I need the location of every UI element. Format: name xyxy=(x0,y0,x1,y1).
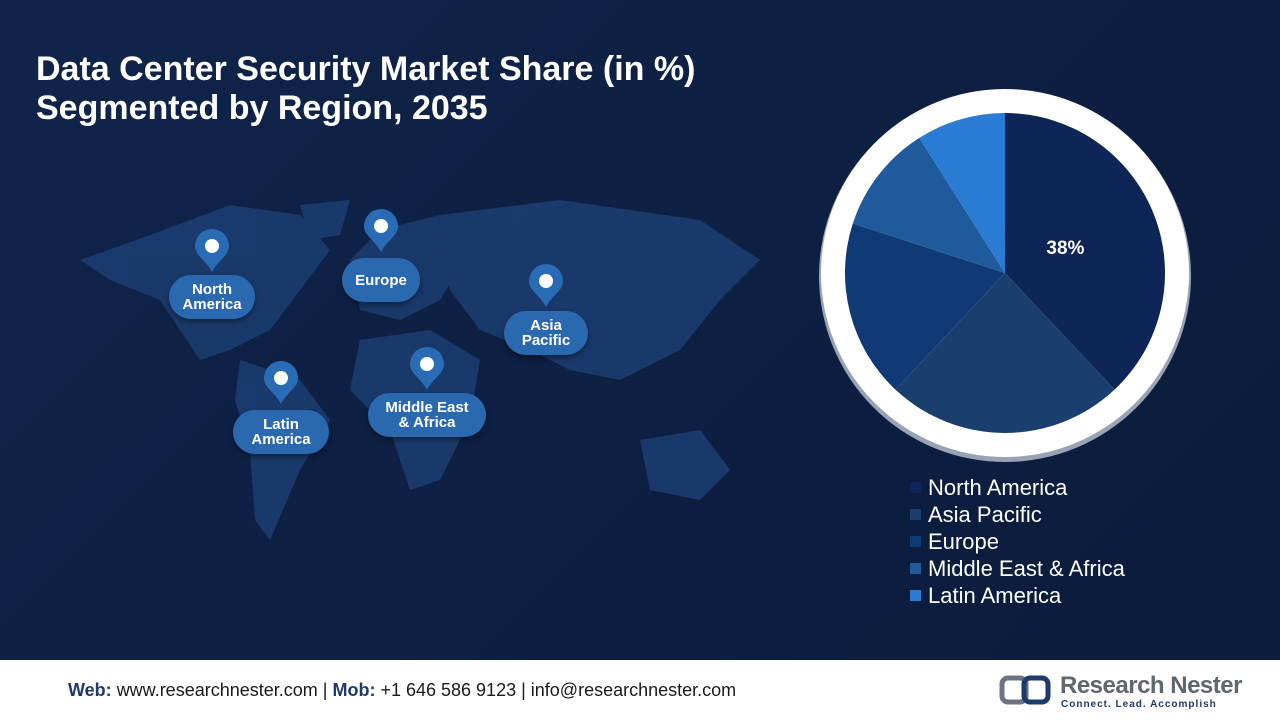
pie-slice xyxy=(845,223,1005,390)
legend-item: Middle East & Africa xyxy=(910,555,1125,582)
mob: +1 646 586 9123 xyxy=(380,680,517,700)
legend-label: Middle East & Africa xyxy=(928,555,1125,581)
map-pin-dot xyxy=(539,274,553,288)
legend-item: Asia Pacific xyxy=(910,501,1125,528)
mob-label: Mob: xyxy=(332,680,376,700)
map-pin-dot xyxy=(420,357,434,371)
email: info@researchnester.com xyxy=(530,680,737,700)
legend-item: Europe xyxy=(910,528,1125,555)
legend-label: North America xyxy=(928,474,1068,500)
pie-slice xyxy=(852,137,1005,273)
pie-slice xyxy=(895,273,1115,433)
web-label: Web: xyxy=(68,680,112,700)
title: Data Center Security Market Share (in %) xyxy=(36,50,696,88)
legend-swatch xyxy=(910,482,921,493)
legend-label: Asia Pacific xyxy=(928,501,1042,527)
legend-label: Europe xyxy=(928,528,999,554)
logo-name: Research Nester xyxy=(1060,672,1242,699)
chart: 38% xyxy=(80,89,1191,540)
legend-swatch xyxy=(910,536,921,547)
legend-swatch xyxy=(910,509,921,520)
contact: Web: www.researchnester.com | Mob: +1 64… xyxy=(68,680,737,700)
subtitle: Segmented by Region, 2035 xyxy=(36,89,488,127)
legend: North America Asia Pacific Europe Middle Ea… xyxy=(910,474,1125,609)
region-label: Middle East & Africa xyxy=(368,393,486,437)
pie-slice xyxy=(919,113,1005,273)
pie-slice xyxy=(1005,113,1165,390)
map-pin-dot xyxy=(205,239,219,253)
region-label: North America xyxy=(169,275,255,319)
legend-item: Latin America xyxy=(910,582,1125,609)
legend-label: Latin America xyxy=(928,582,1062,608)
web: www.researchnester.com xyxy=(116,680,318,700)
data-label: 38% xyxy=(1046,238,1084,259)
region-label: Asia Pacific xyxy=(504,311,588,355)
legend-item: North America xyxy=(910,474,1125,501)
map-pin-dot xyxy=(374,219,388,233)
logo-icon xyxy=(999,675,1051,705)
region-label: Latin America xyxy=(233,410,329,454)
footer: Web: www.researchnester.com | Mob: +1 64… xyxy=(0,660,1280,720)
logo-tagline: Connect. Lead. Accomplish xyxy=(1061,699,1217,710)
map-pin-dot xyxy=(274,371,288,385)
legend-swatch xyxy=(910,590,921,601)
region-label: Europe xyxy=(342,258,420,302)
legend-swatch xyxy=(910,563,921,574)
